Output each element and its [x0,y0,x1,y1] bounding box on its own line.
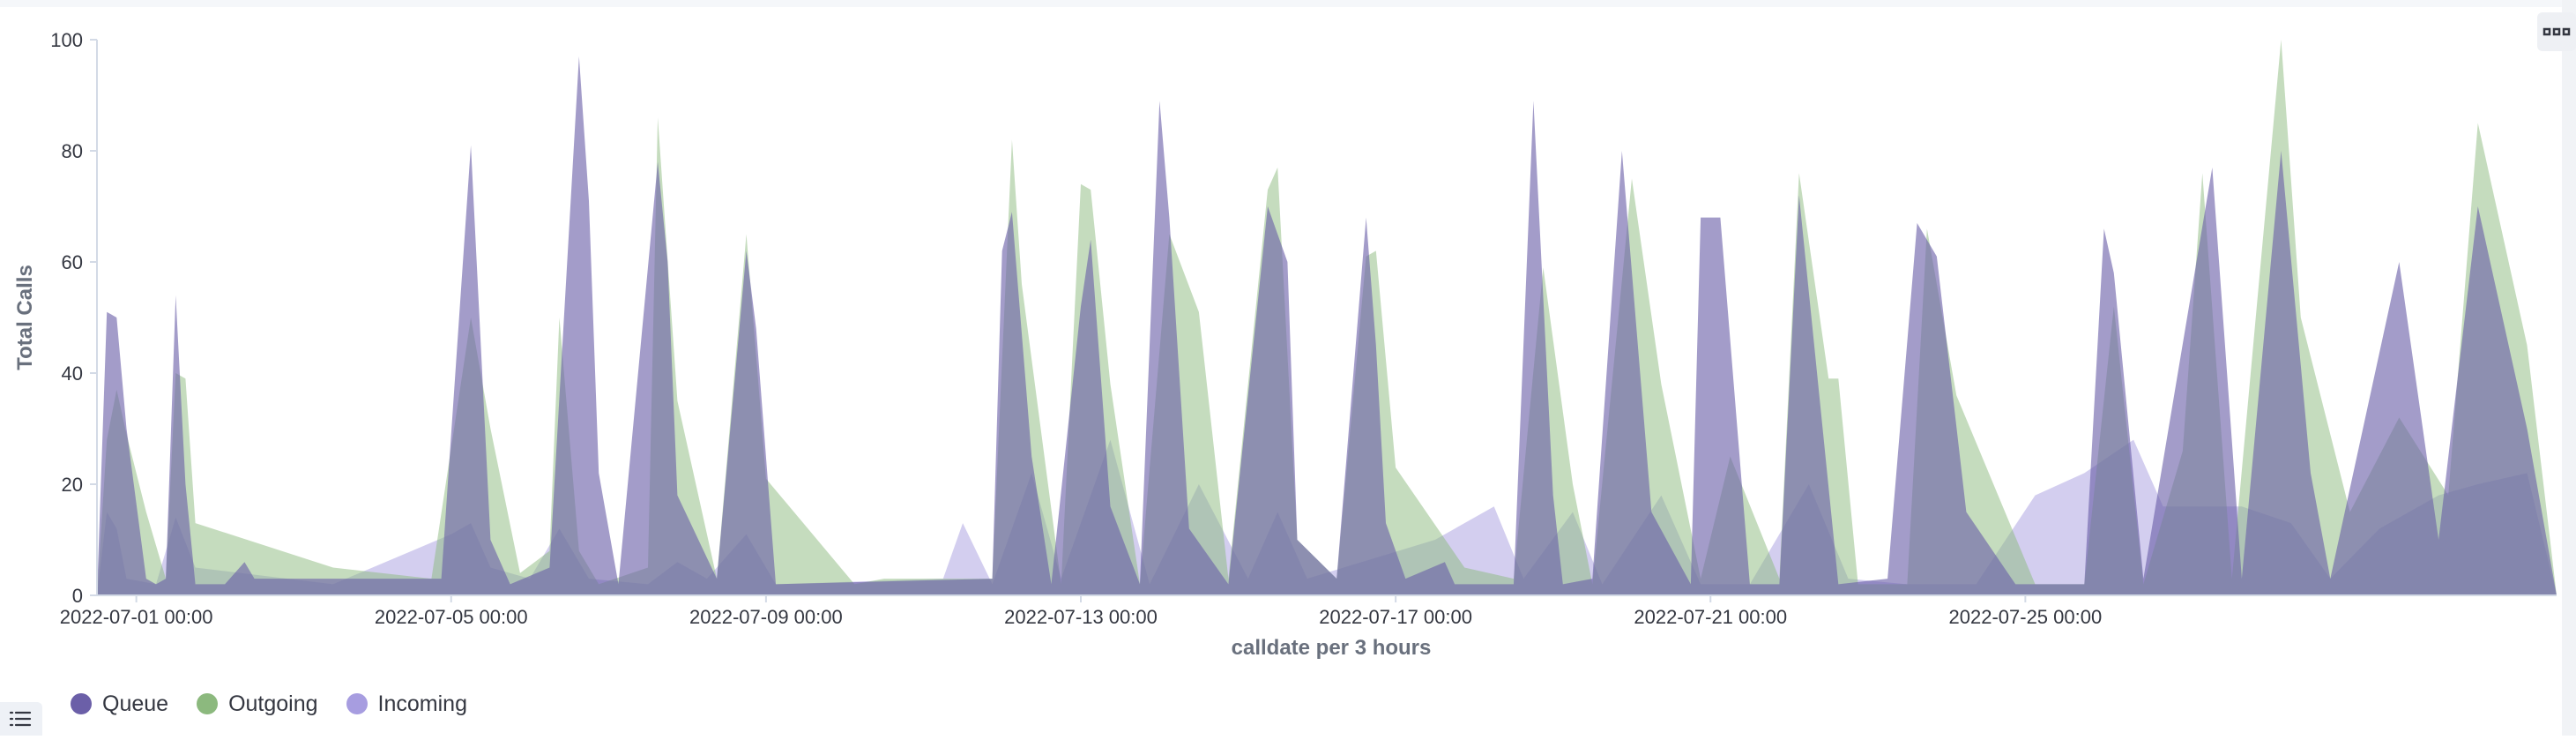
y-axis-title: Total Calls [13,265,37,370]
y-tick-label: 100 [50,29,83,51]
legend: Queue Outgoing Incoming [71,686,467,721]
x-tick-label: 2022-07-05 00:00 [375,606,528,628]
options-icon [2542,27,2571,36]
legend-swatch-incoming [346,693,368,714]
x-tick-label: 2022-07-17 00:00 [1319,606,1472,628]
x-axis-title: calldate per 3 hours [1232,636,1432,660]
panel-top-border [0,0,2576,7]
legend-label-incoming: Incoming [377,691,467,716]
legend-label-outgoing: Outgoing [228,691,318,716]
legend-item-queue[interactable]: Queue [71,691,168,717]
x-tick-label: 2022-07-21 00:00 [1634,606,1787,628]
x-tick-label: 2022-07-01 00:00 [60,606,213,628]
legend-swatch-queue [71,693,92,714]
series-areas [97,40,2557,595]
x-tick-label: 2022-07-09 00:00 [689,606,843,628]
legend-item-incoming[interactable]: Incoming [346,691,467,717]
legend-swatch-outgoing [197,693,219,714]
panel-right-border [2562,0,2576,736]
legend-item-outgoing[interactable]: Outgoing [197,691,318,717]
series-area-queue [97,56,2557,595]
y-tick-label: 40 [62,363,83,385]
y-tick-label: 80 [62,140,83,162]
area-chart: 0 20 40 60 80 100 2022-07-01 00:00 2022-07-05 … [13,29,2557,660]
legend-label-queue: Queue [102,691,169,716]
x-tick-label: 2022-07-13 00:00 [1004,606,1158,628]
panel-options-button[interactable] [2537,12,2576,51]
y-tick-label: 20 [62,474,83,496]
y-tick-label: 0 [72,585,83,607]
list-icon [9,711,32,727]
y-tick-label: 60 [62,251,83,273]
y-axis-ticks: 0 20 40 60 80 100 [50,29,97,607]
legend-toggle-button[interactable] [0,702,42,736]
x-tick-label: 2022-07-25 00:00 [1949,606,2103,628]
x-axis-ticks: 2022-07-01 00:00 2022-07-05 00:00 2022-07-… [60,595,2102,628]
